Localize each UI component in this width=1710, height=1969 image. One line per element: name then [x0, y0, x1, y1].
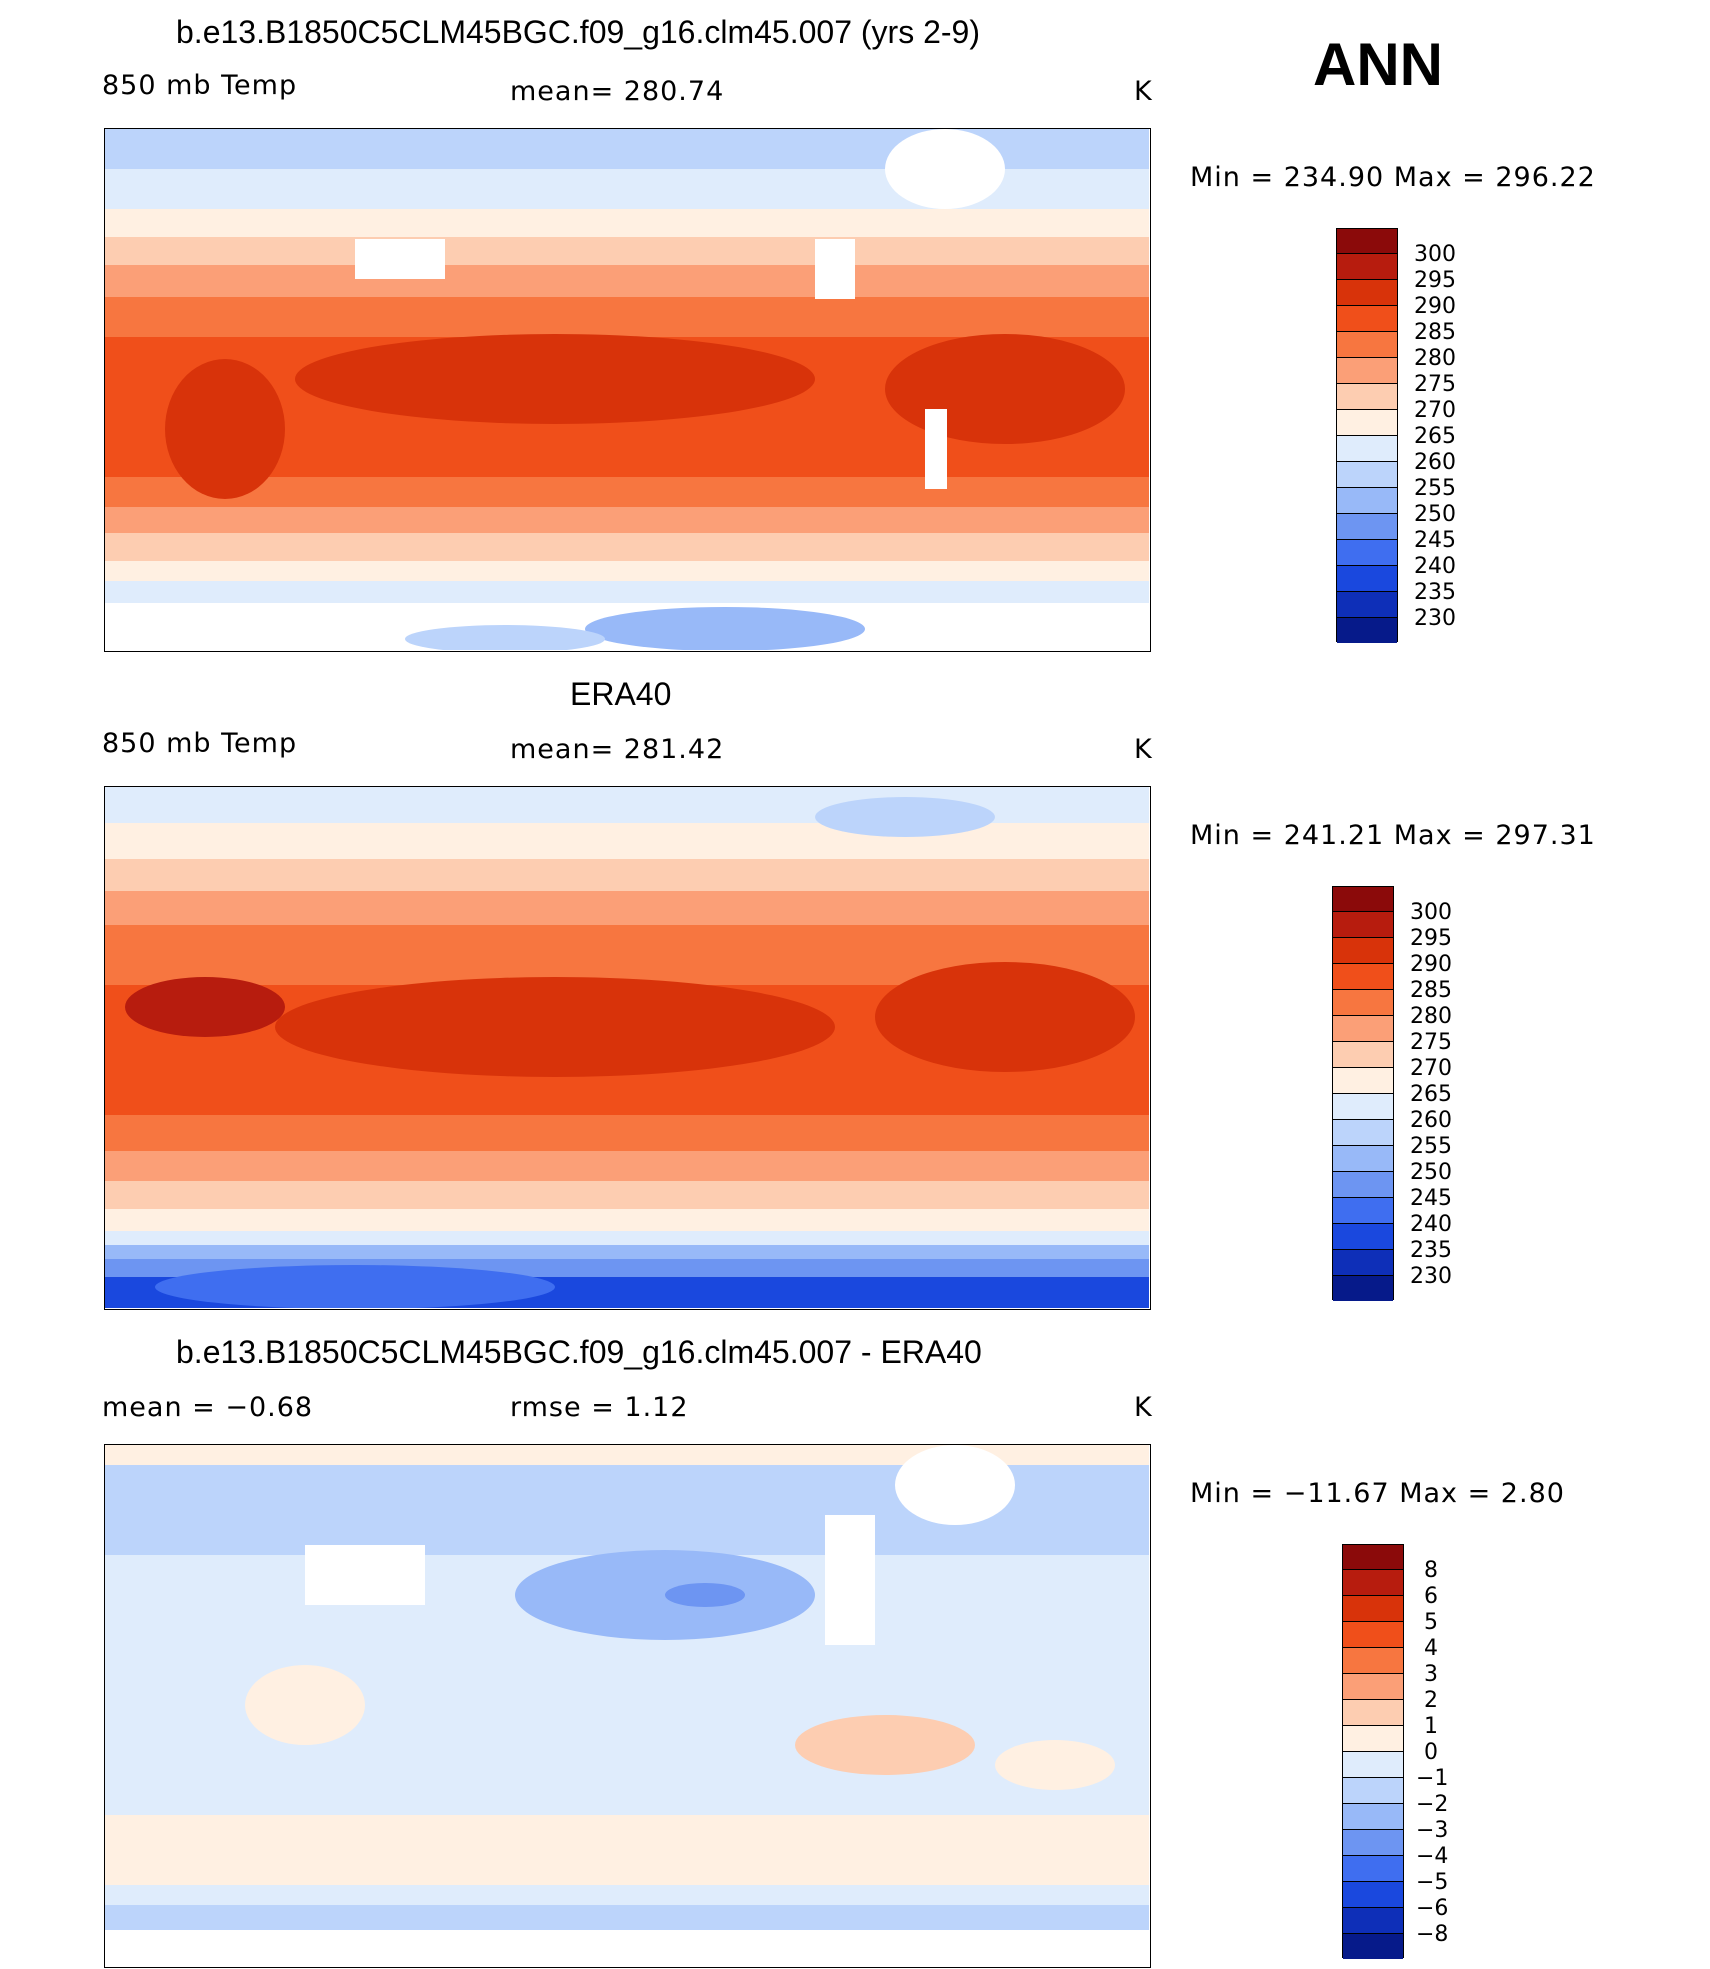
panel-2-variable-label: 850 mb Temp: [102, 728, 298, 759]
colorbar-tick-label: −3: [1416, 1818, 1449, 1843]
colorbar-tick-label: 295: [1414, 268, 1456, 293]
colorbar-tick-label: 285: [1410, 978, 1452, 1003]
colorbar-tick-label: 230: [1414, 606, 1456, 631]
panel-1-colorbar: [1336, 228, 1398, 643]
colorbar-tick-label: 4: [1424, 1636, 1438, 1661]
panel-1-mean-label: mean= 280.74: [510, 76, 725, 107]
panel-3-units: K: [1134, 1392, 1153, 1423]
panel-3-rmse-label: rmse = 1.12: [510, 1392, 689, 1423]
colorbar-tick-label: 250: [1414, 502, 1456, 527]
colorbar-tick-label: 275: [1414, 372, 1456, 397]
season-label: ANN: [1313, 31, 1443, 98]
colorbar-tick-label: 2: [1424, 1688, 1438, 1713]
panel-3-colorbar: [1342, 1544, 1404, 1959]
colorbar-tick-label: 240: [1414, 554, 1456, 579]
panel-2-units: K: [1134, 734, 1153, 765]
colorbar-tick-label: 3: [1424, 1662, 1438, 1687]
colorbar-tick-label: 1: [1424, 1714, 1438, 1739]
colorbar-tick-label: 290: [1414, 294, 1456, 319]
panel-2-colorbar: [1332, 886, 1394, 1301]
panel-2-mean-label: mean= 281.42: [510, 734, 725, 765]
panel-1-map: [104, 128, 1151, 652]
colorbar-tick-label: 230: [1410, 1264, 1452, 1289]
colorbar-tick-label: 235: [1414, 580, 1456, 605]
colorbar-tick-label: 5: [1424, 1610, 1438, 1635]
colorbar-tick-label: 250: [1410, 1160, 1452, 1185]
colorbar-tick-label: 235: [1410, 1238, 1452, 1263]
colorbar-tick-label: 300: [1410, 900, 1452, 925]
colorbar-tick-label: 290: [1410, 952, 1452, 977]
colorbar-tick-label: 270: [1410, 1056, 1452, 1081]
colorbar-tick-label: 275: [1410, 1030, 1452, 1055]
colorbar-tick-label: 280: [1414, 346, 1456, 371]
colorbar-tick-label: 280: [1410, 1004, 1452, 1029]
colorbar-tick-label: 255: [1414, 476, 1456, 501]
panel-2-title: ERA40: [570, 676, 672, 712]
colorbar-tick-label: 6: [1424, 1584, 1438, 1609]
panel-3-minmax: Min = −11.67 Max = 2.80: [1190, 1478, 1565, 1509]
colorbar-tick-label: 265: [1414, 424, 1456, 449]
colorbar-tick-label: −5: [1416, 1870, 1449, 1895]
colorbar-tick-label: 270: [1414, 398, 1456, 423]
panel-3-map: [104, 1444, 1151, 1968]
colorbar-tick-label: −8: [1416, 1922, 1449, 1947]
panel-1-units: K: [1134, 76, 1153, 107]
colorbar-tick-label: 245: [1414, 528, 1456, 553]
panel-1-minmax: Min = 234.90 Max = 296.22: [1190, 162, 1596, 193]
colorbar-tick-label: 295: [1410, 926, 1452, 951]
panel-2-minmax: Min = 241.21 Max = 297.31: [1190, 820, 1596, 851]
colorbar-tick-label: −6: [1416, 1896, 1449, 1921]
colorbar-tick-label: 260: [1414, 450, 1456, 475]
colorbar-tick-label: 260: [1410, 1108, 1452, 1133]
panel-3-mean-label: mean = −0.68: [102, 1392, 314, 1423]
colorbar-tick-label: 255: [1410, 1134, 1452, 1159]
colorbar-tick-label: 245: [1410, 1186, 1452, 1211]
colorbar-tick-label: 240: [1410, 1212, 1452, 1237]
colorbar-tick-label: 0: [1424, 1740, 1438, 1765]
colorbar-tick-label: 265: [1410, 1082, 1452, 1107]
panel-1-variable-label: 850 mb Temp: [102, 70, 298, 101]
colorbar-tick-label: −1: [1416, 1766, 1449, 1791]
panel-1-title: b.e13.B1850C5CLM45BGC.f09_g16.clm45.007 …: [176, 14, 980, 50]
panel-3-title: b.e13.B1850C5CLM45BGC.f09_g16.clm45.007 …: [176, 1334, 982, 1370]
colorbar-tick-label: 285: [1414, 320, 1456, 345]
colorbar-tick-label: −4: [1416, 1844, 1449, 1869]
colorbar-tick-label: 300: [1414, 242, 1456, 267]
panel-2-map: [104, 786, 1151, 1310]
colorbar-tick-label: −2: [1416, 1792, 1449, 1817]
colorbar-tick-label: 8: [1424, 1558, 1438, 1583]
